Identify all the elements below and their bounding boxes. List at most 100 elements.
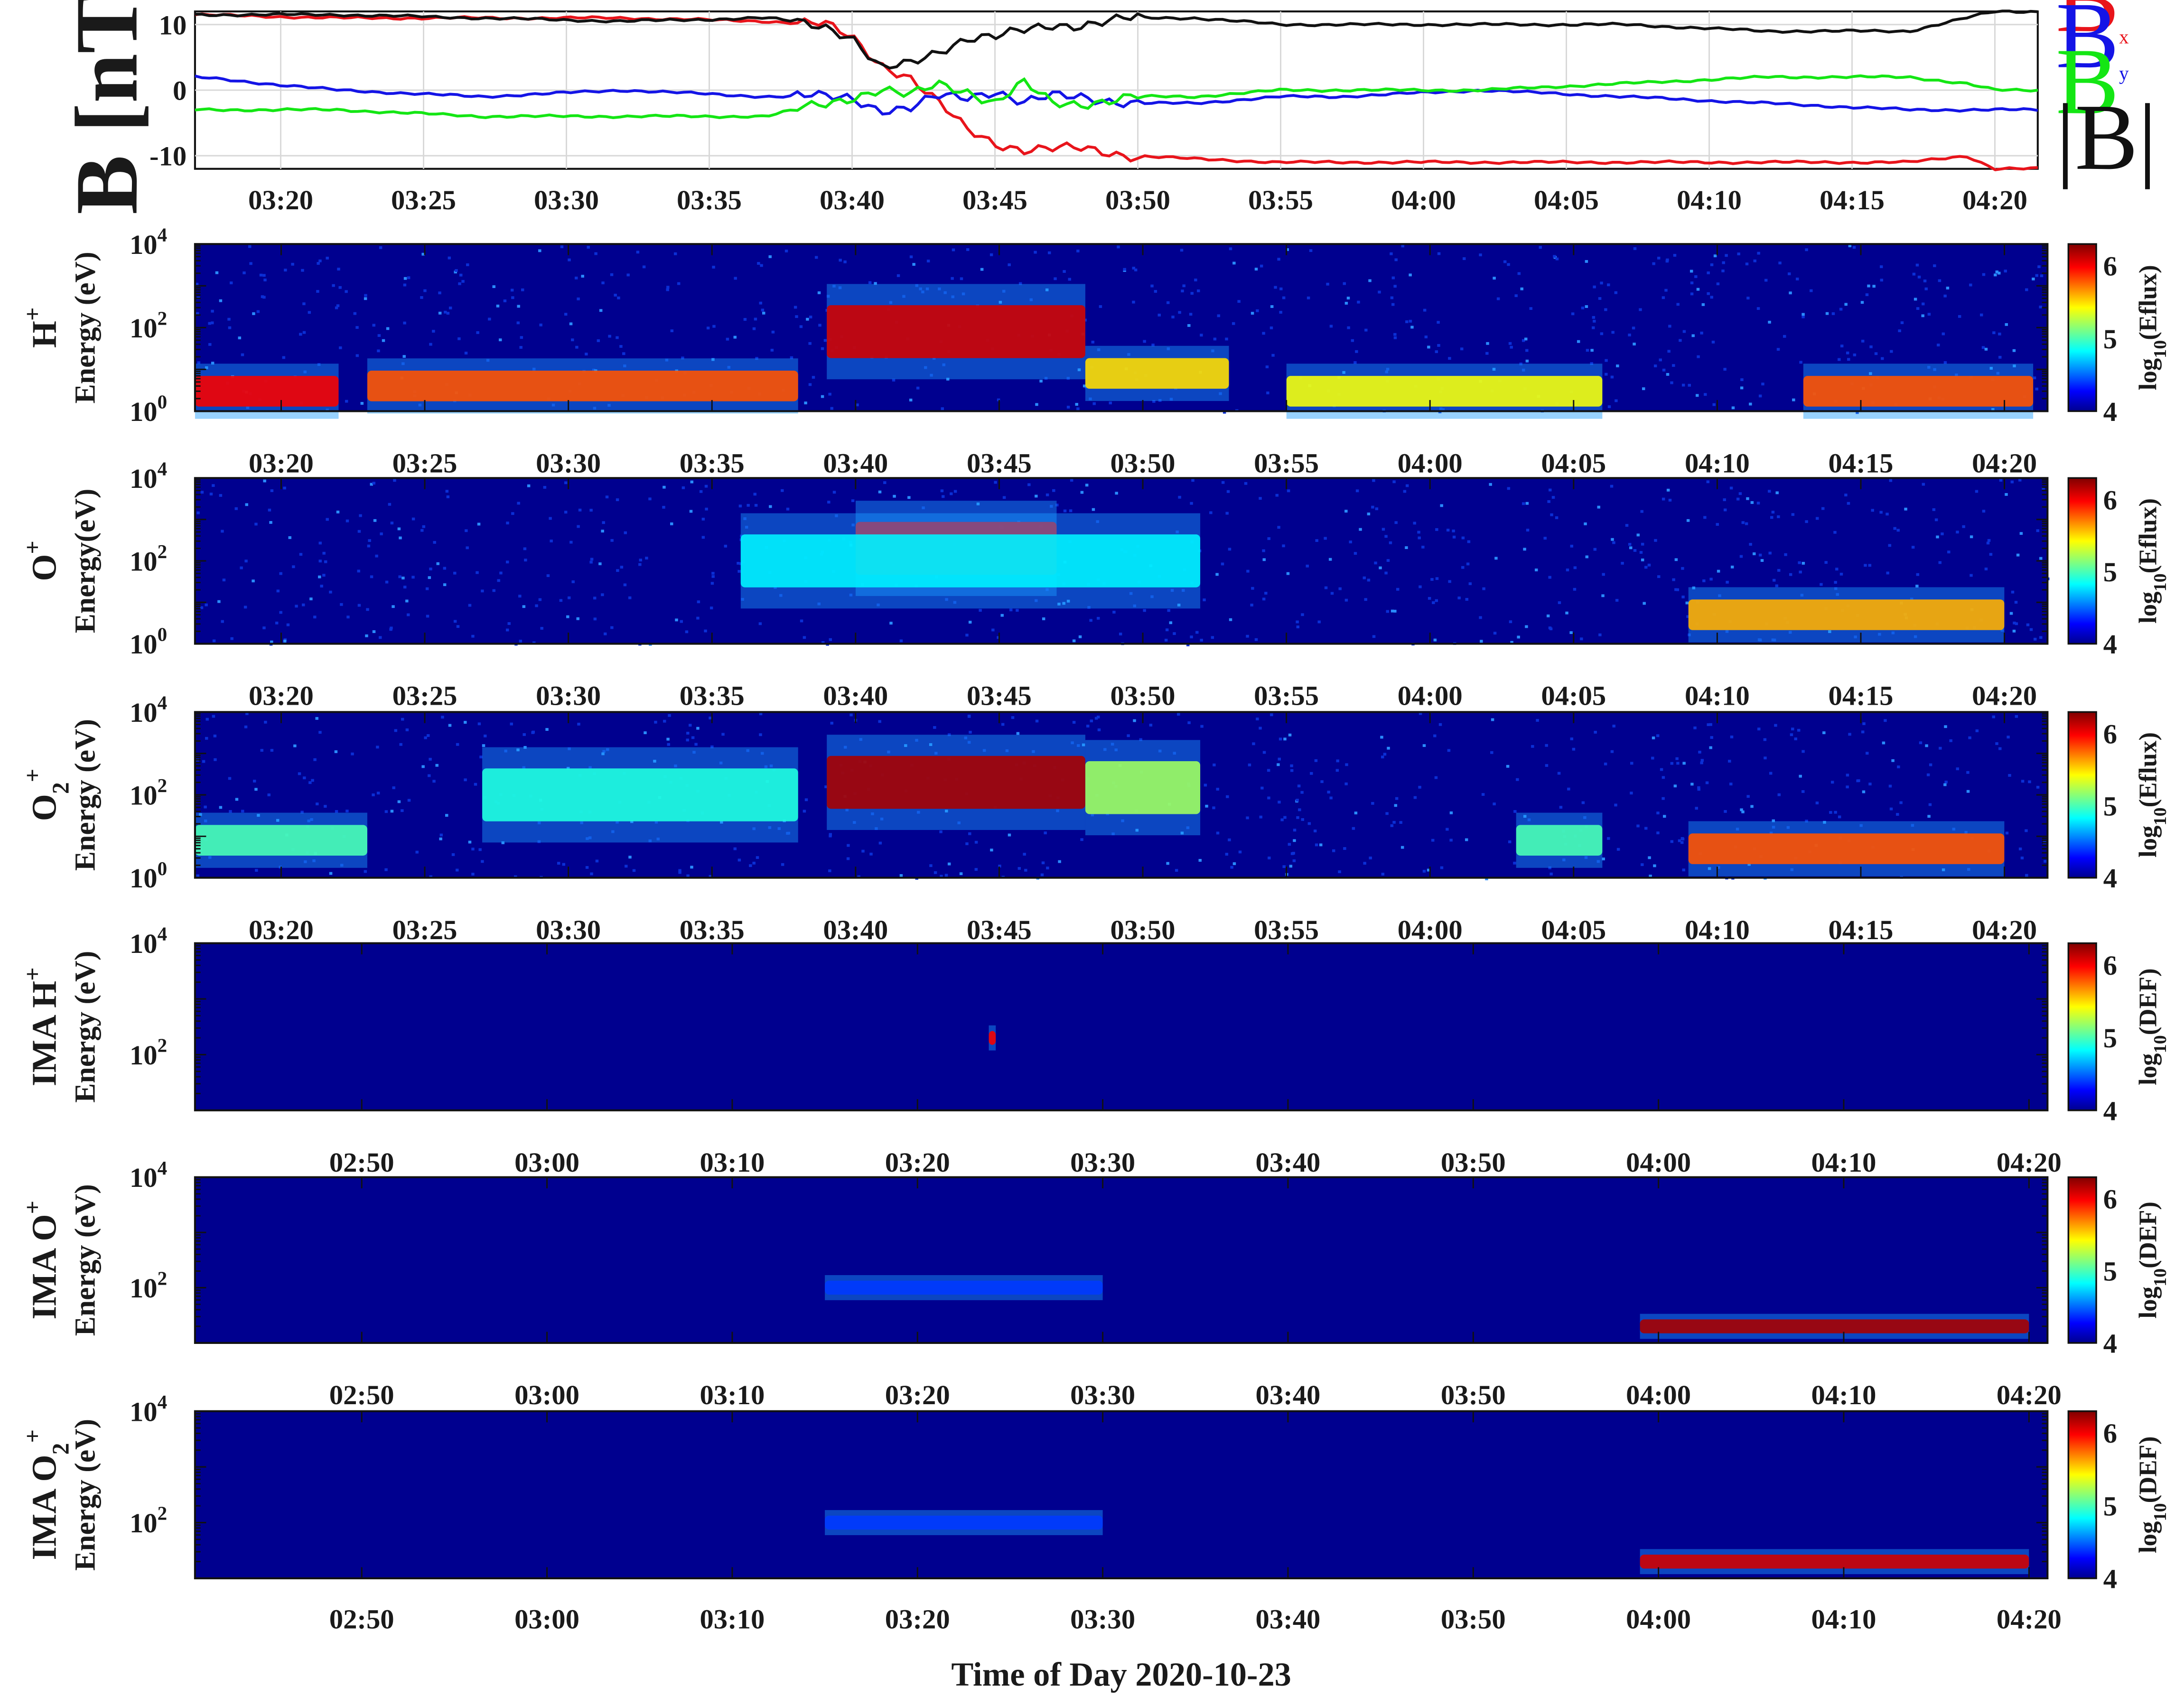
noise-pixel <box>608 335 611 338</box>
noise-pixel <box>1526 529 1530 532</box>
noise-pixel <box>318 541 322 545</box>
noise-pixel <box>1736 497 1740 501</box>
noise-pixel <box>1776 348 1780 351</box>
noise-pixel <box>421 765 425 768</box>
noise-pixel <box>808 342 812 345</box>
noise-pixel <box>252 780 256 783</box>
noise-pixel <box>1641 558 1644 561</box>
noise-pixel <box>1706 480 1710 484</box>
noise-pixel <box>1491 718 1494 721</box>
noise-pixel <box>835 514 838 517</box>
noise-pixel <box>569 322 573 326</box>
noise-pixel <box>1839 572 1843 576</box>
x-tick-label: 03:00 <box>514 1147 579 1178</box>
noise-pixel <box>497 579 500 582</box>
noise-pixel <box>1226 795 1229 798</box>
x-tick-label: 03:45 <box>967 914 1032 945</box>
noise-pixel <box>1204 783 1207 787</box>
noise-pixel <box>471 848 475 851</box>
noise-pixel <box>1740 808 1743 811</box>
noise-pixel <box>991 628 995 632</box>
noise-pixel <box>335 810 338 813</box>
noise-pixel <box>1549 872 1553 876</box>
noise-pixel <box>516 748 520 752</box>
noise-pixel <box>221 620 224 623</box>
noise-pixel <box>1628 543 1632 546</box>
noise-pixel <box>2005 323 2008 326</box>
noise-pixel <box>585 866 589 869</box>
colorbar-tick-label: 6 <box>2103 1418 2117 1449</box>
noise-pixel <box>367 544 371 548</box>
noise-pixel <box>821 641 825 644</box>
noise-pixel <box>510 722 513 726</box>
noise-pixel <box>762 311 765 315</box>
noise-pixel <box>451 853 455 856</box>
noise-pixel <box>1773 578 1776 582</box>
noise-pixel <box>283 486 286 490</box>
noise-pixel <box>1178 311 1181 314</box>
noise-pixel <box>1602 858 1605 860</box>
x-tick-label: 03:20 <box>249 681 314 711</box>
feature-band <box>1688 833 2005 864</box>
noise-pixel <box>1024 868 1027 872</box>
noise-pixel <box>477 522 481 526</box>
x-tick-label: 04:10 <box>1685 448 1750 479</box>
noise-pixel <box>403 321 406 325</box>
noise-pixel <box>1282 865 1286 868</box>
noise-pixel <box>1853 353 1857 356</box>
noise-pixel <box>1730 735 1734 738</box>
noise-pixel <box>1697 786 1700 789</box>
noise-pixel <box>769 505 772 508</box>
noise-pixel <box>1133 719 1136 722</box>
noise-pixel <box>1848 733 1851 736</box>
noise-pixel <box>1731 406 1735 410</box>
feature-band <box>367 371 798 401</box>
noise-pixel <box>1267 796 1270 800</box>
noise-pixel <box>1788 272 1791 275</box>
noise-pixel <box>1327 791 1330 794</box>
noise-pixel <box>405 599 409 603</box>
noise-pixel <box>219 299 223 302</box>
noise-pixel <box>1805 248 1808 252</box>
noise-pixel <box>929 864 933 867</box>
noise-pixel <box>580 821 583 824</box>
noise-pixel <box>326 409 329 412</box>
noise-pixel <box>1536 719 1539 722</box>
noise-pixel <box>756 856 759 859</box>
noise-pixel <box>1244 482 1248 485</box>
noise-pixel <box>917 811 920 814</box>
noise-pixel <box>279 611 282 614</box>
noise-pixel <box>244 725 248 728</box>
noise-pixel <box>1298 808 1301 811</box>
noise-pixel <box>1181 289 1184 293</box>
noise-pixel <box>377 334 381 337</box>
noise-pixel <box>205 603 208 606</box>
noise-pixel <box>1784 553 1787 556</box>
noise-pixel <box>691 736 695 739</box>
noise-pixel <box>1283 737 1287 741</box>
noise-pixel <box>830 721 833 725</box>
noise-pixel <box>517 502 520 505</box>
noise-pixel <box>1435 599 1438 602</box>
noise-pixel <box>1270 713 1273 717</box>
noise-pixel <box>1260 264 1263 268</box>
noise-pixel <box>1417 531 1420 534</box>
noise-pixel <box>275 621 279 625</box>
noise-pixel <box>1721 269 1725 272</box>
noise-pixel <box>1989 367 1993 370</box>
noise-pixel <box>1975 490 1979 493</box>
noise-pixel <box>1405 546 1408 549</box>
feature-band <box>1640 1555 2029 1569</box>
noise-pixel <box>846 857 850 860</box>
noise-pixel <box>532 367 536 371</box>
legend-bz: Bz <box>2056 29 2128 134</box>
noise-pixel <box>1801 750 1805 753</box>
noise-pixel <box>575 345 579 349</box>
noise-pixel <box>1045 588 1049 591</box>
noise-pixel <box>777 827 781 830</box>
noise-pixel <box>401 809 404 812</box>
noise-pixel <box>859 738 863 741</box>
noise-pixel <box>1927 815 1931 818</box>
noise-pixel <box>1396 587 1400 591</box>
